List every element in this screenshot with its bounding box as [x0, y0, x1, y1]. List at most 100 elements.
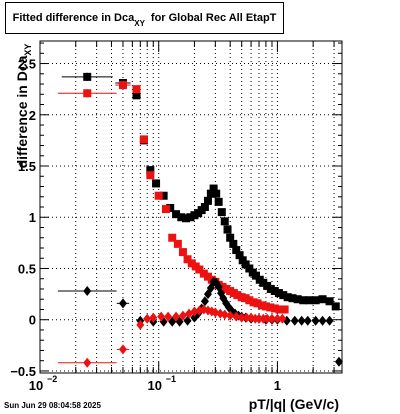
data-point-square: [226, 233, 235, 242]
data-point-square: [325, 297, 334, 306]
data-point-square: [270, 304, 279, 313]
data-point-diamond: [255, 313, 264, 324]
data-point-diamond: [311, 315, 320, 326]
data-point-diamond: [211, 307, 220, 318]
data-point-square: [261, 302, 270, 311]
data-point-square: [177, 213, 186, 222]
data-point-square: [139, 135, 148, 144]
data-point-square: [154, 191, 163, 200]
x-tick-label: 10: [29, 378, 43, 393]
data-point-square: [279, 291, 288, 300]
data-point-square: [220, 217, 229, 226]
chart-title-prefix: Fitted difference in Dca: [12, 12, 135, 24]
data-point-square: [146, 171, 155, 180]
data-point-diamond: [183, 315, 192, 326]
y-axis-label: difference in DcaXY: [14, 43, 33, 169]
data-point-diamond: [303, 315, 312, 326]
data-point-diamond: [164, 311, 173, 322]
data-point-square: [195, 265, 204, 274]
data-point-diamond: [220, 309, 229, 320]
y-tick-label: 1.5: [18, 159, 36, 174]
data-point-diamond: [118, 298, 127, 309]
data-point-square: [173, 239, 182, 248]
data-point-square: [159, 191, 168, 200]
data-point-square: [214, 197, 223, 206]
data-point-diamond: [297, 315, 306, 326]
data-point-square: [199, 269, 208, 278]
data-point-square: [311, 296, 320, 305]
data-point-diamond: [172, 311, 181, 322]
data-point-square: [275, 305, 284, 314]
data-point-diamond: [157, 311, 166, 322]
y-tick-label: 0.5: [18, 261, 36, 276]
data-point-square: [283, 293, 292, 302]
data-point-square: [331, 302, 340, 311]
data-point-diamond: [237, 312, 246, 323]
data-point-square: [182, 214, 191, 223]
data-point-square: [146, 166, 155, 175]
x-tick-label-exponent: −2: [47, 374, 57, 384]
data-point-square: [222, 284, 231, 293]
data-point-diamond: [278, 313, 287, 324]
data-point-diamond: [136, 319, 145, 330]
data-point-square: [183, 255, 192, 264]
data-point-square: [241, 260, 250, 269]
data-point-diamond: [273, 313, 282, 324]
data-point-square: [178, 248, 187, 257]
data-point-square: [238, 256, 247, 265]
data-point-square: [280, 305, 289, 314]
data-point-square: [299, 296, 308, 305]
data-point-square: [206, 189, 215, 198]
data-point-diamond: [200, 296, 209, 307]
data-point-square: [212, 189, 221, 198]
data-point-diamond: [118, 344, 127, 355]
data-point-square: [245, 264, 254, 273]
data-point-square: [161, 205, 170, 214]
x-tick-label: 10: [147, 378, 161, 393]
data-point-diamond: [267, 313, 276, 324]
data-point-diamond: [325, 315, 334, 326]
chart-title-suffix: for Global Rec All EtapT: [150, 12, 277, 24]
chart-title-subscript: XY: [134, 18, 145, 28]
chart-title: Fitted difference in Dca XY for Global R…: [5, 2, 284, 34]
y-tick-label: 2: [29, 108, 36, 123]
data-point-square: [245, 296, 254, 305]
y-axis-label-subscript: XY: [23, 43, 33, 56]
data-point-square: [152, 179, 161, 188]
data-point-square: [166, 204, 175, 213]
data-point-square: [168, 233, 177, 242]
data-point-square: [203, 196, 212, 205]
data-point-square: [235, 251, 244, 260]
x-tick-label: 1: [274, 378, 281, 393]
data-point-square: [200, 203, 209, 211]
data-point-square: [209, 184, 218, 193]
data-point-square: [186, 213, 195, 222]
data-point-diamond: [143, 313, 152, 324]
data-point-square: [288, 294, 297, 303]
data-point-square: [229, 239, 238, 248]
y-tick-label: 2.5: [18, 57, 36, 72]
data-point-square: [251, 271, 260, 280]
data-point-diamond: [190, 306, 199, 317]
data-point-diamond: [242, 312, 251, 323]
data-point-square: [253, 299, 262, 308]
data-point-square: [270, 287, 279, 296]
data-point-square: [305, 296, 314, 305]
data-point-diamond: [290, 315, 299, 326]
data-point-square: [274, 289, 283, 298]
date-stamp: Sun Jun 29 08:04:58 2025: [4, 401, 101, 410]
data-point-diamond: [226, 310, 235, 321]
data-point-square: [232, 246, 241, 255]
data-point-diamond: [334, 356, 343, 367]
data-point-square: [318, 295, 327, 304]
data-point-diamond: [83, 286, 92, 297]
data-point-diamond: [83, 357, 92, 368]
data-point-square: [172, 210, 181, 219]
data-point-square: [257, 301, 266, 310]
data-point-diamond: [178, 310, 187, 321]
data-point-square: [293, 295, 302, 304]
data-point-square: [83, 89, 92, 98]
x-axis-label: pT/|q| (GeV/c): [248, 396, 339, 412]
